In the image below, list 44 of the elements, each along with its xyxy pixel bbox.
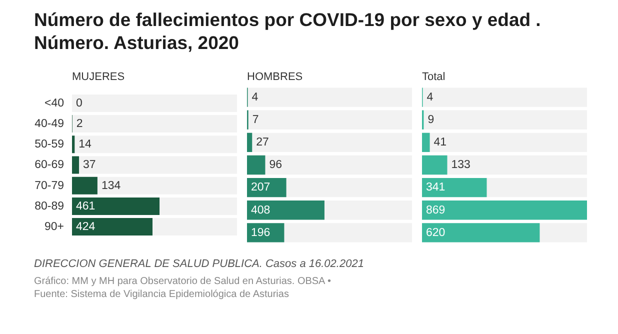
data-label: 133 (451, 159, 470, 172)
data-label: 0 (76, 97, 82, 110)
data-label: 7 (252, 114, 259, 126)
y-tick-label: 80-89 (34, 200, 64, 212)
data-label: 4 (426, 91, 434, 104)
bar (247, 223, 284, 242)
text: Gráfico: MM y MH para Observatorio de Salud en Asturias. OBSA • (34, 275, 332, 288)
data-label: 408 (251, 204, 270, 216)
bar (72, 136, 75, 154)
y-tick-label: <40 (44, 97, 64, 110)
y-tick-label: 90+ (44, 220, 64, 233)
chart-subtitle: Total (422, 70, 446, 85)
bar (422, 132, 430, 152)
data-label: 37 (83, 159, 96, 172)
data-label: 207 (251, 182, 270, 194)
data-label: 41 (434, 136, 447, 149)
data-label: 869 (426, 204, 446, 216)
data-label: 96 (269, 159, 282, 172)
data-label: 196 (251, 226, 270, 239)
y-tick-label: 40-49 (34, 118, 64, 130)
bar (247, 155, 266, 175)
bar (72, 156, 80, 174)
data-label: 620 (426, 226, 446, 239)
chart-subtitle: HOMBRES (247, 70, 304, 85)
chart-subtitle: MUJERES (71, 70, 126, 85)
y-tick-label: 60-69 (34, 159, 64, 172)
bar (247, 178, 286, 198)
data-label: 461 (76, 200, 96, 212)
data-label: 341 (426, 182, 446, 194)
y-tick-label: 50-59 (34, 138, 64, 151)
source-note: Fuente: Sistema de Vigilancia Epidemiológica de Asturias (34, 288, 290, 301)
text: Número de fallecimientos por COVID-19 por sexo y edad . Número. Asturias, 2020 (34, 8, 542, 54)
text: DIRECCION GENERAL DE SALUD PUBLICA. Casos a 16.02.2021 (34, 258, 365, 270)
bar (247, 132, 252, 152)
data-label: 424 (76, 220, 96, 233)
y-tick-label: 70-79 (34, 180, 64, 192)
bar (422, 155, 448, 175)
data-label: 27 (256, 136, 269, 149)
data-label: 9 (428, 114, 434, 126)
data-label: 2 (76, 118, 83, 130)
data-label: 4 (252, 91, 259, 104)
data-label: 134 (101, 180, 122, 192)
data-label: 14 (78, 138, 92, 151)
bar (72, 176, 98, 194)
